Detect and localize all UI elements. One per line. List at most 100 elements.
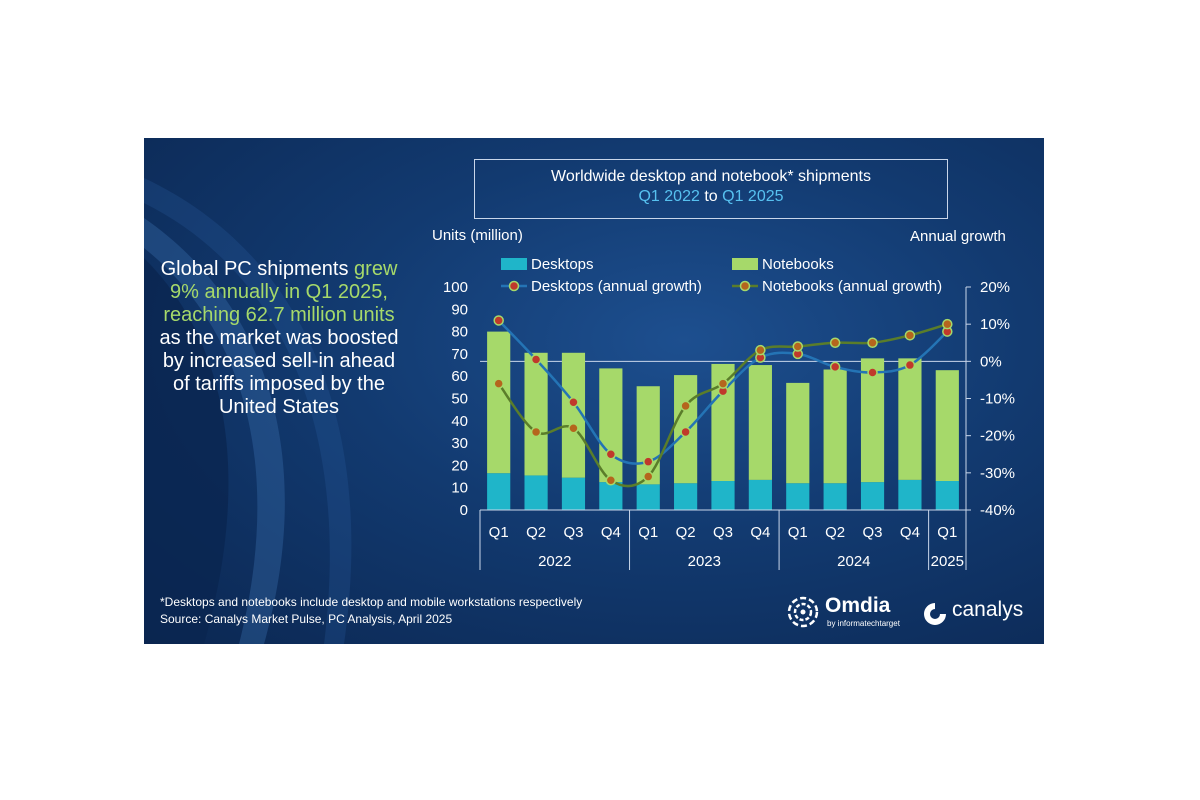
omdia-sub: by informatechtarget [827, 619, 900, 628]
point-notebooks-growth-11 [904, 330, 916, 341]
point-desktops-growth-10 [867, 367, 878, 378]
point-notebooks-growth-6 [717, 378, 729, 389]
bar-desktops-9 [823, 483, 847, 510]
bar-desktops-5 [674, 483, 698, 510]
x-tick-label: Q1 [937, 524, 957, 541]
point-notebooks-growth-1 [530, 426, 542, 438]
y-left-tick-label: 90 [451, 301, 468, 318]
source-line: Source: Canalys Market Pulse, PC Analysi… [160, 612, 453, 626]
x-tick-label: Q4 [601, 524, 621, 541]
x-tick-label: Q2 [526, 524, 546, 541]
point-notebooks-growth-0 [493, 378, 504, 389]
year-label: 2023 [688, 553, 721, 570]
y-right-tick-label: 0% [980, 353, 1002, 370]
bar-notebooks-1 [524, 352, 548, 476]
point-notebooks-growth-7 [755, 344, 766, 356]
bar-notebooks-10 [860, 358, 885, 483]
y-axis-left-title: Units (million) [432, 227, 523, 244]
bar-desktops-0 [487, 473, 511, 510]
x-tick-label: Q1 [638, 524, 658, 541]
y-left-tick-label: 100 [443, 279, 468, 296]
y-right-tick-label: 20% [980, 279, 1010, 296]
y-right-tick-label: -30% [980, 465, 1015, 482]
point-notebooks-growth-8 [792, 341, 804, 352]
y-left-tick-label: 60 [451, 368, 468, 385]
headline-highlight: grew 9% annually in Q1 2025, reaching 62… [163, 258, 398, 326]
bar-notebooks-6 [711, 363, 735, 482]
bar-desktops-4 [636, 484, 660, 510]
x-tick-label: Q2 [825, 524, 845, 541]
bar-notebooks-11 [898, 358, 922, 480]
x-tick-label: Q3 [863, 524, 883, 541]
point-notebooks-growth-3 [605, 475, 617, 486]
canalys-mark-icon [924, 603, 946, 625]
x-tick-label: Q4 [900, 524, 920, 541]
chart-title-box: Worldwide desktop and notebook* shipment… [474, 159, 948, 219]
point-desktops-growth-1 [530, 354, 542, 365]
legend-label-desktops: Desktops [531, 256, 594, 273]
point-notebooks-growth-4 [642, 471, 654, 482]
y-left-tick-label: 80 [451, 324, 468, 341]
y-left-tick-label: 40 [451, 413, 468, 430]
infographic-card: Worldwide desktop and notebook* shipment… [144, 138, 1044, 644]
point-notebooks-growth-9 [829, 337, 841, 348]
point-desktops-growth-11 [904, 359, 916, 371]
y-right-tick-label: -10% [980, 391, 1015, 408]
bar-notebooks-3 [599, 368, 623, 483]
point-desktops-growth-5 [680, 426, 691, 438]
legend-label-notebooks: Notebooks [762, 256, 834, 273]
bar-desktops-3 [599, 482, 623, 510]
chart-canvas: 0 10 20 30 40 50 60 70 80 90 100 -40% -30% -20% -10% 0%… [443, 256, 1015, 570]
year-label: 2025 [931, 553, 964, 570]
bar-desktops-6 [711, 481, 735, 510]
headline-part3: as the market was boosted by increased s… [159, 327, 399, 418]
bar-desktops-11 [898, 479, 922, 510]
bar-desktops-10 [860, 482, 885, 510]
bar-notebooks-4 [636, 386, 660, 485]
x-tick-label: Q2 [676, 524, 696, 541]
subtitle-to-word: to [704, 188, 718, 205]
bar-desktops-7 [748, 479, 772, 510]
bar-notebooks-8 [786, 382, 810, 484]
bar-notebooks-2 [561, 352, 586, 478]
chart-subtitle: Q1 2022 to Q1 2025 [475, 188, 947, 206]
footnote: *Desktops and notebooks include desktop … [160, 594, 582, 628]
point-desktops-growth-0 [493, 315, 504, 326]
bar-desktops-12 [935, 481, 959, 510]
canalys-name: canalys [952, 598, 1024, 621]
bar-notebooks-12 [935, 370, 959, 482]
bar-notebooks-9 [823, 369, 847, 484]
point-notebooks-growth-12 [942, 318, 953, 330]
point-desktops-growth-9 [829, 361, 841, 373]
y-axis-right-title: Annual growth [910, 228, 1006, 245]
bar-notebooks-7 [748, 365, 772, 480]
x-tick-label: Q3 [713, 524, 733, 541]
legend-swatch-desktops [501, 258, 527, 270]
subtitle-to: Q1 2025 [722, 188, 784, 205]
y-right-tick-label: -40% [980, 502, 1015, 519]
y-left-tick-label: 10 [451, 480, 468, 497]
point-desktops-growth-2 [568, 396, 579, 408]
point-notebooks-growth-5 [680, 400, 691, 412]
bar-desktops-1 [524, 475, 548, 510]
y-right-tick-label: -20% [980, 428, 1015, 445]
headline-part1: Global PC shipments [160, 258, 349, 280]
subtitle-from: Q1 2022 [638, 188, 700, 205]
legend-swatch-notebooks [732, 258, 758, 270]
canalys-logo: canalys [922, 598, 1042, 630]
point-notebooks-growth-2 [568, 422, 579, 434]
omdia-logo: Omdia by informatechtarget [787, 594, 907, 630]
bar-desktops-2 [561, 477, 586, 510]
y-left-tick-label: 0 [460, 502, 468, 519]
point-desktops-growth-3 [605, 449, 617, 460]
x-tick-label: Q1 [788, 524, 808, 541]
y-left-tick-label: 50 [451, 391, 468, 408]
y-left-tick-label: 70 [451, 346, 468, 363]
background-swoosh [144, 178, 352, 644]
omdia-name: Omdia [825, 594, 891, 617]
point-notebooks-growth-10 [867, 337, 878, 348]
bar-notebooks-0 [487, 331, 511, 474]
y-left-tick-label: 30 [451, 435, 468, 452]
footnote-line1: *Desktops and notebooks include desktop … [160, 595, 583, 609]
point-desktops-growth-4 [642, 456, 654, 467]
